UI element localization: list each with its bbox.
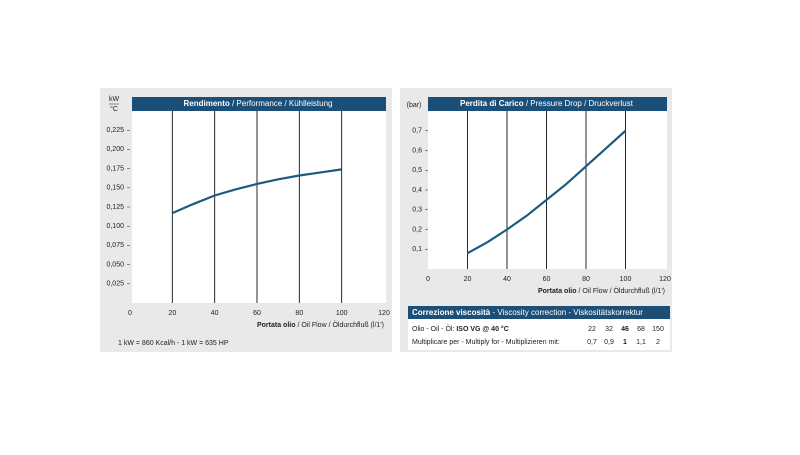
x-label-main: Portata olio	[538, 288, 577, 295]
row-label-text: Olio - Oil - Öl:	[412, 325, 454, 333]
plot-area	[428, 111, 667, 269]
table-cell: 46	[621, 326, 629, 333]
y-tick-label: 0,150	[106, 185, 124, 192]
line-series	[171, 168, 342, 215]
x-axis-label: Portata olio / Oil Flow / Öldurchfluß (l…	[538, 287, 665, 295]
x-tick-label: 0	[426, 276, 430, 283]
y-tick-label: 0,125	[106, 204, 124, 211]
x-unit: (l/1')	[652, 288, 665, 295]
x-tick-label: 0	[128, 310, 132, 317]
y-tick-label: 0,7	[412, 128, 422, 135]
x-tick-label: 120	[378, 310, 390, 317]
chart-title-main: Rendimento	[184, 99, 230, 108]
table-cell: 150	[652, 326, 664, 333]
y-tick-label: 0,075	[106, 242, 124, 249]
y-tick-label: 0,050	[106, 261, 124, 268]
chart-title-translations: / Performance / Kühlleistung	[232, 99, 333, 108]
x-axis-label: Portata olio / Oil Flow / Öldurchfluß (l…	[257, 321, 384, 329]
x-unit: (l/1')	[371, 322, 384, 329]
table-cell: 32	[605, 326, 613, 333]
y-tick-label: 0,3	[412, 207, 422, 214]
x-tick-label: 20	[464, 276, 472, 283]
y-unit: (bar)	[407, 102, 422, 109]
x-tick-label: 40	[211, 310, 219, 317]
chart-title-translations: / Pressure Drop / Druckverlust	[526, 99, 634, 108]
x-tick-label: 40	[503, 276, 511, 283]
x-tick-label: 60	[543, 276, 551, 283]
x-tick-label: 100	[620, 276, 632, 283]
table-cell: 68	[637, 326, 645, 333]
x-tick-label: 120	[659, 276, 671, 283]
x-tick-label: 80	[582, 276, 590, 283]
y-tick-label: 0,175	[106, 165, 124, 172]
y-unit-denominator: °C	[110, 105, 118, 113]
row-label-text: Multiplicare per - Multiply for - Multip…	[412, 339, 560, 346]
table-header	[408, 306, 670, 319]
y-tick-label: 0,025	[106, 281, 124, 288]
y-tick-label: 0,225	[106, 127, 124, 134]
table-cell: 1,1	[636, 339, 646, 346]
x-tick-label: 20	[168, 310, 176, 317]
line-series	[466, 129, 627, 255]
table-title-translations: - Viscosity correction - Viskositätskorr…	[492, 308, 643, 317]
chart-title: Perdita di Carico / Pressure Drop / Druc…	[460, 99, 634, 108]
table-cell: 22	[588, 326, 596, 333]
x-tick-label: 80	[295, 310, 303, 317]
viscosity-table: Correzione viscosità - Viscosity correct…	[408, 306, 670, 350]
x-label-translations: / Oil Flow / Öldurchfluß	[578, 287, 649, 295]
table-cell: 2	[656, 339, 660, 346]
row-label: Multiplicare per - Multiply for - Multip…	[412, 339, 560, 346]
y-unit: kW	[109, 96, 120, 103]
table-cell: 0,9	[604, 339, 614, 346]
note: 1 kW = 860 Kcal/h - 1 kW = 635 HP	[118, 340, 229, 347]
table-cell: 0,7	[587, 339, 597, 346]
row-label: Olio - Oil - Öl: ISO VG @ 40 °C	[412, 325, 509, 333]
plot-area	[132, 111, 386, 303]
y-tick-label: 0,1	[412, 246, 422, 253]
row-label-bold: ISO VG @ 40 °C	[456, 325, 508, 333]
x-tick-label: 60	[253, 310, 261, 317]
table-cell: 1	[623, 339, 627, 346]
y-tick-label: 0,5	[412, 167, 422, 174]
x-tick-label: 100	[336, 310, 348, 317]
y-tick-label: 0,4	[412, 187, 422, 194]
x-label-translations: / Oil Flow / Öldurchfluß	[297, 321, 368, 329]
header-bar	[132, 97, 386, 111]
x-label-main: Portata olio	[257, 322, 296, 329]
header-bar	[428, 97, 667, 111]
y-tick-label: 0,200	[106, 146, 124, 153]
y-tick-label: 0,2	[412, 226, 422, 233]
y-tick-label: 0,6	[412, 147, 422, 154]
table-title: Correzione viscosità - Viscosity correct…	[412, 308, 643, 317]
chart-title-main: Perdita di Carico	[460, 99, 524, 108]
table-title-main: Correzione viscosità	[412, 308, 491, 317]
chart-title: Rendimento / Performance / Kühlleistung	[184, 99, 333, 108]
y-tick-label: 0,100	[106, 223, 124, 230]
